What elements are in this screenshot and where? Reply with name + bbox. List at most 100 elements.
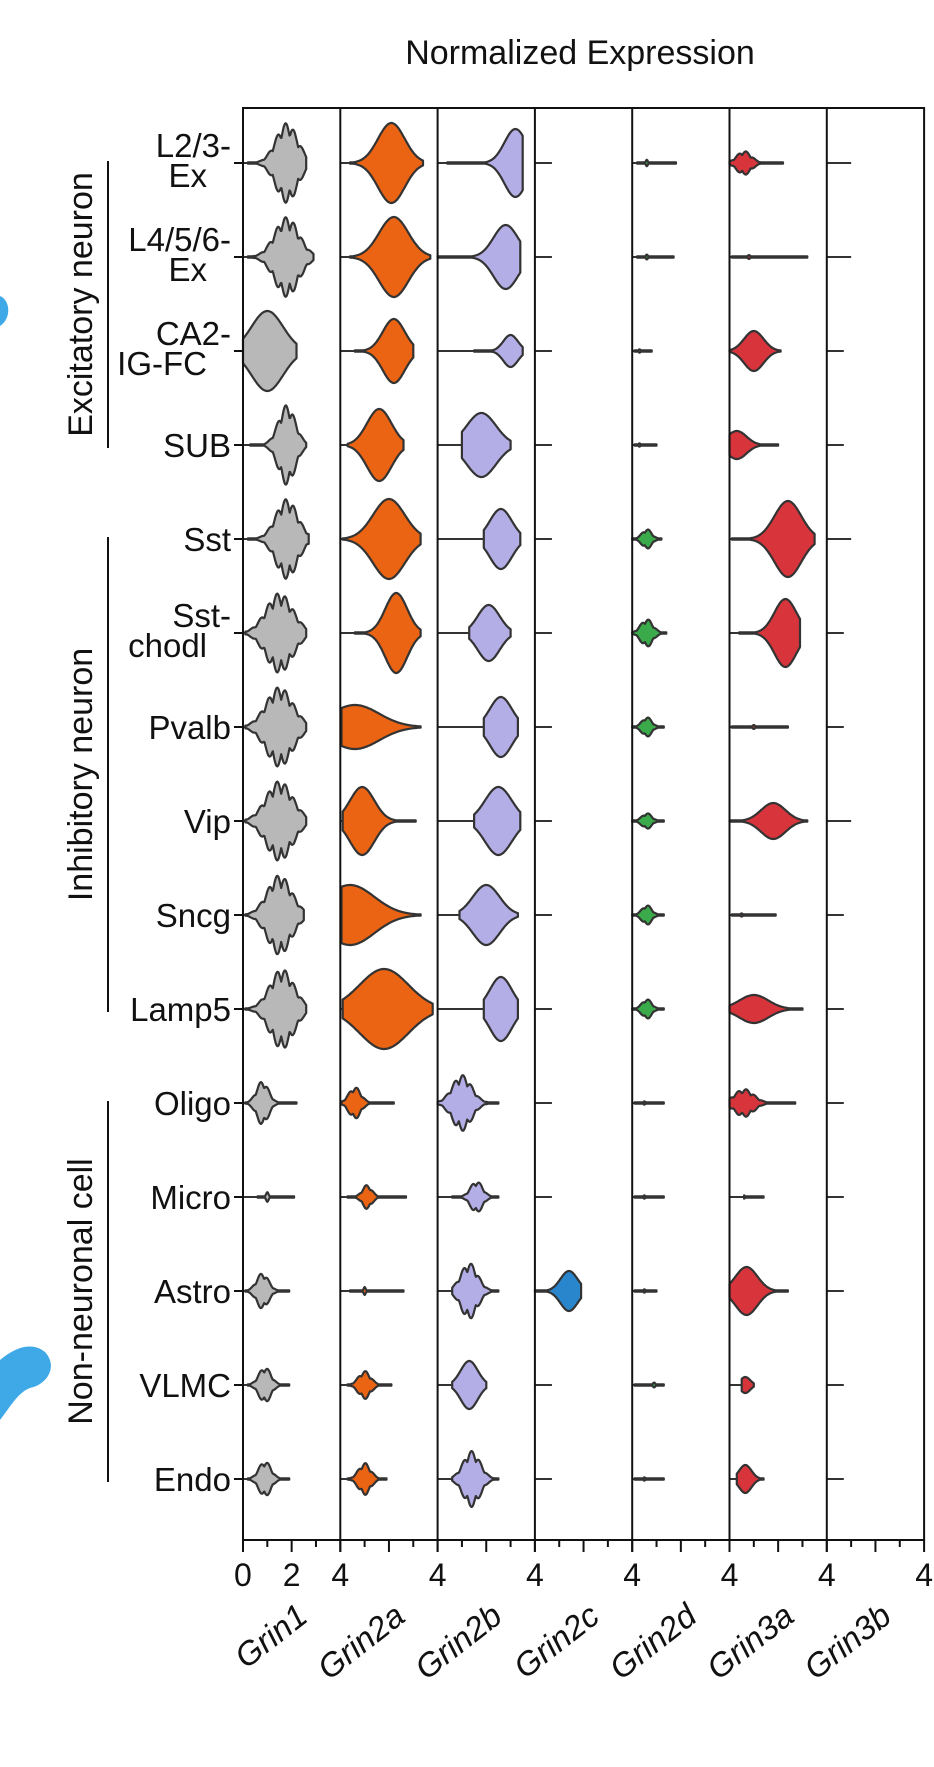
violin-grin2a-sst-chodl [353, 591, 422, 675]
violin-grin2b-l4-5-6-ex [436, 223, 522, 291]
violin-grin2a-ca2-ig-fc [353, 317, 415, 385]
gene-label-grin1: Grin1 [228, 1596, 314, 1675]
violin-grin2d-sst [631, 528, 663, 550]
violin-grin2a-oligo [340, 1086, 395, 1120]
x-tick-label: 4 [721, 1557, 739, 1593]
cell-type-label-vip: Vip [184, 803, 231, 840]
group-label-excitatory-neuron: Excitatory neuron [62, 172, 100, 437]
cell-type-label-micro: Micro [150, 1179, 231, 1216]
cell-type-label-endo: Endo [154, 1461, 231, 1498]
violin-grin2b-vlmc [451, 1359, 488, 1411]
violin-grin2d-pvalb [631, 716, 665, 738]
violin-grin2b-endo [451, 1450, 500, 1508]
violins-layer [241, 121, 852, 1508]
violin-grin3a-sub [728, 429, 780, 461]
cell-type-label-pvalb: Pvalb [148, 709, 231, 746]
violin-grin2d-astro [633, 1288, 658, 1294]
violin-grin1-vlmc [246, 1367, 291, 1403]
cell-type-label-sst-chodl-line1: Sst- [172, 597, 231, 634]
violin-grin2a-vip [341, 785, 417, 857]
cell-type-label-astro: Astro [154, 1273, 231, 1310]
violin-grin1-endo [246, 1461, 291, 1497]
violin-grin2a-l2-3-ex [348, 121, 425, 205]
violin-grin1-sst-chodl [244, 592, 308, 674]
violin-grin2b-micro [451, 1181, 500, 1213]
x-tick-label: 4 [331, 1557, 349, 1593]
gene-label-grin2a: Grin2a [310, 1596, 411, 1686]
cell-type-label-l4-5-6-ex-line1: L4/5/6- [128, 221, 231, 258]
cell-type-label-vlmc: VLMC [139, 1367, 231, 1404]
violin-grin2a-lamp5 [341, 967, 434, 1051]
blob-decoration-2 [0, 1346, 51, 1420]
cell-type-label-l4-5-6-ex-line2: Ex [168, 251, 207, 288]
x-tick-label: 4 [429, 1557, 447, 1593]
violin-grin3a-l2-3-ex [728, 150, 785, 176]
violin-grin2b-sst-chodl [468, 603, 512, 663]
gene-label-grin2b: Grin2b [408, 1596, 509, 1686]
violin-grin2a-endo [346, 1462, 388, 1496]
violin-grin2d-sub [633, 442, 658, 448]
violin-grin2b-sst [482, 507, 522, 571]
violin-grin2d-endo [633, 1476, 665, 1482]
violin-grin2d-l2-3-ex [636, 158, 678, 168]
violin-grin1-l2-3-ex [246, 122, 308, 204]
violin-grin2a-sst [341, 497, 422, 581]
cell-type-label-ca2-ig-fc-line1: CA2- [156, 315, 231, 352]
violin-grin3a-astro [728, 1265, 789, 1317]
gene-label-grin3b: Grin3b [797, 1596, 898, 1686]
violin-grin3a-l4-5-6-ex [730, 253, 809, 261]
cell-type-label-l2-3-ex-line2: Ex [168, 157, 207, 194]
violin-grin2b-vip [473, 785, 522, 857]
cell-type-label-lamp5: Lamp5 [130, 991, 231, 1028]
violin-grin3a-vip [728, 801, 809, 841]
violin-grin1-micro [256, 1191, 296, 1203]
gene-label-grin3a: Grin3a [700, 1596, 801, 1686]
violin-grin2d-ca2-ig-fc [633, 348, 653, 354]
violin-grin2a-micro [346, 1184, 408, 1210]
violin-grin1-sub [249, 404, 308, 486]
violin-grin3a-sst [730, 499, 816, 579]
violin-grin3a-lamp5 [728, 993, 804, 1025]
violin-grin3a-sncg [730, 912, 777, 918]
violin-grin3a-oligo [728, 1088, 797, 1118]
blob-decoration-1 [0, 296, 9, 326]
cell-type-label-sst-chodl-line2: chodl [128, 627, 207, 664]
violin-grin2d-vip [631, 812, 665, 830]
x-tick-label: 2 [283, 1557, 301, 1593]
violin-grin2d-lamp5 [631, 998, 665, 1020]
x-tick-label: 0 [234, 1557, 252, 1593]
violin-grin2a-sub [346, 407, 405, 483]
cell-type-label-oligo: Oligo [154, 1085, 231, 1122]
violin-grin2d-sst-chodl [631, 618, 668, 648]
violin-grin2b-sncg [458, 883, 519, 947]
x-tick-label: 4 [623, 1557, 641, 1593]
violin-grin1-sncg [244, 874, 305, 956]
violin-grin3a-vlmc [740, 1375, 755, 1395]
cell-type-labels: L2/3-ExL4/5/6-ExCA2-IG-FCSUBSstSst-chodl… [117, 127, 231, 1498]
group-label-non-neuronal-cell: Non-neuronal cell [62, 1158, 100, 1425]
violin-grin3a-endo [735, 1463, 765, 1495]
violin-grin3a-ca2-ig-fc [728, 329, 782, 373]
decoration-blobs [0, 296, 51, 1420]
violin-grin2b-oligo [436, 1074, 500, 1132]
cell-type-label-sncg: Sncg [156, 897, 231, 934]
cell-type-label-ca2-ig-fc-line2: IG-FC [117, 345, 207, 382]
violin-grin2a-pvalb [340, 703, 422, 751]
gene-label-grin2d: Grin2d [602, 1595, 704, 1686]
violin-grin2d-micro [633, 1194, 665, 1200]
violin-grin3a-micro [743, 1194, 765, 1200]
group-label-inhibitory-neuron: Inhibitory neuron [62, 648, 100, 901]
cell-type-label-sst: Sst [183, 521, 231, 558]
chart-title: Normalized Expression [405, 34, 755, 72]
plot-frame [234, 107, 926, 1541]
violin-grin1-astro [244, 1272, 291, 1310]
violin-grin1-vip [244, 780, 308, 862]
violin-grin1-pvalb [244, 686, 308, 768]
violin-grin1-sst [246, 498, 310, 580]
violin-grin2a-l4-5-6-ex [348, 215, 432, 299]
cell-type-label-l2-3-ex-line1: L2/3- [156, 127, 231, 164]
gene-labels: Grin1Grin2aGrin2bGrin2cGrin2dGrin3aGrin3… [228, 1595, 898, 1686]
violin-grin2d-sncg [631, 904, 665, 926]
